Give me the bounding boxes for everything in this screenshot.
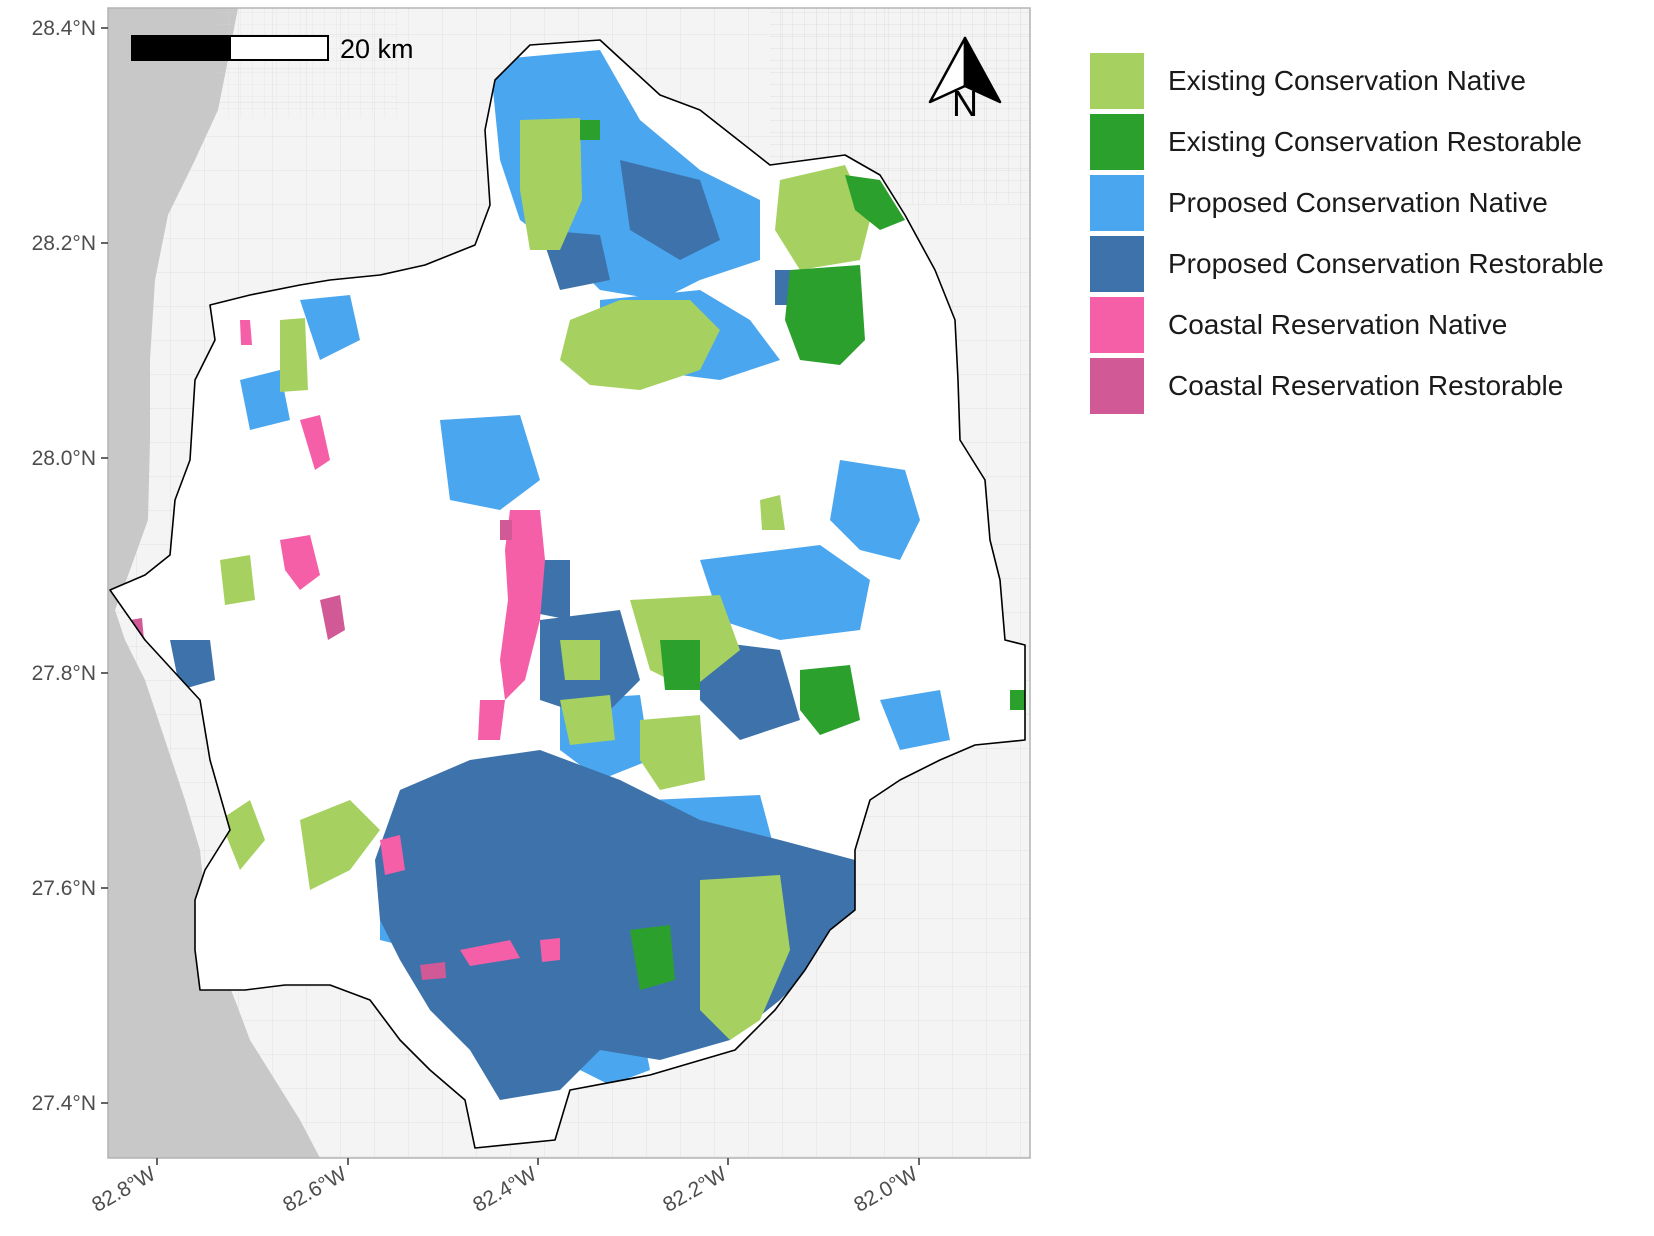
legend-item: Existing Conservation Restorable xyxy=(1090,111,1604,172)
map-panel-border xyxy=(107,7,1031,1159)
gulf-of-mexico xyxy=(108,8,320,1158)
longitude-axis: 82.8°W 82.6°W 82.4°W 82.2°W 82.0°W xyxy=(88,1158,922,1217)
legend-swatch xyxy=(1090,357,1144,414)
legend-label: Existing Conservation Restorable xyxy=(1168,125,1582,157)
legend-item: Proposed Conservation Restorable xyxy=(1090,233,1604,294)
legend-item: Coastal Reservation Native xyxy=(1090,294,1604,355)
latitude-axis: 28.4°N 28.2°N 28.0°N 27.8°N 27.6°N 27.4°… xyxy=(32,17,108,1115)
scale-bar-filled-segment xyxy=(132,36,230,60)
existing-conservation-native-areas xyxy=(220,118,870,1040)
lat-tick-label: 28.0°N xyxy=(32,447,96,470)
legend-label: Proposed Conservation Native xyxy=(1168,186,1548,218)
scale-bar: 20 km xyxy=(131,34,414,64)
north-arrow-label: N xyxy=(952,83,978,124)
legend-item: Coastal Reservation Restorable xyxy=(1090,355,1604,416)
lon-tick-label: 82.0°W xyxy=(850,1162,921,1217)
existing-conservation-restorable-areas xyxy=(580,120,1025,990)
legend-item: Proposed Conservation Native xyxy=(1090,172,1604,233)
legend-label: Coastal Reservation Native xyxy=(1168,308,1508,340)
legend-swatch xyxy=(1090,296,1144,353)
scale-bar-outline xyxy=(131,35,329,61)
lat-tick-label: 27.4°N xyxy=(32,1092,96,1115)
north-arrow-icon: N xyxy=(928,36,1002,124)
legend-item: Existing Conservation Native xyxy=(1090,50,1604,111)
lat-tick-label: 28.4°N xyxy=(32,17,96,40)
legend-label: Existing Conservation Native xyxy=(1168,64,1526,96)
legend-swatch xyxy=(1090,52,1144,109)
legend: Existing Conservation Native Existing Co… xyxy=(1090,50,1604,416)
lat-tick-label: 27.8°N xyxy=(32,662,96,685)
lat-tick-label: 28.2°N xyxy=(32,232,96,255)
lon-tick-label: 82.6°W xyxy=(279,1162,350,1217)
lon-tick-label: 82.4°W xyxy=(469,1162,540,1217)
coastal-reservation-native-areas xyxy=(240,320,560,966)
west-hatched-area xyxy=(218,8,398,118)
lon-tick-label: 82.2°W xyxy=(659,1162,730,1217)
lon-tick-label: 82.8°W xyxy=(88,1162,159,1217)
legend-label: Proposed Conservation Restorable xyxy=(1168,247,1604,279)
lat-tick-label: 27.6°N xyxy=(32,877,96,900)
scale-bar-label: 20 km xyxy=(340,34,414,64)
legend-swatch xyxy=(1090,174,1144,231)
legend-swatch xyxy=(1090,235,1144,292)
watershed-boundary xyxy=(109,39,1026,1149)
legend-swatch xyxy=(1090,113,1144,170)
legend-label: Coastal Reservation Restorable xyxy=(1168,369,1564,401)
scale-bar-empty-segment xyxy=(229,35,329,61)
map-panel: 20 km N xyxy=(108,8,1030,1158)
